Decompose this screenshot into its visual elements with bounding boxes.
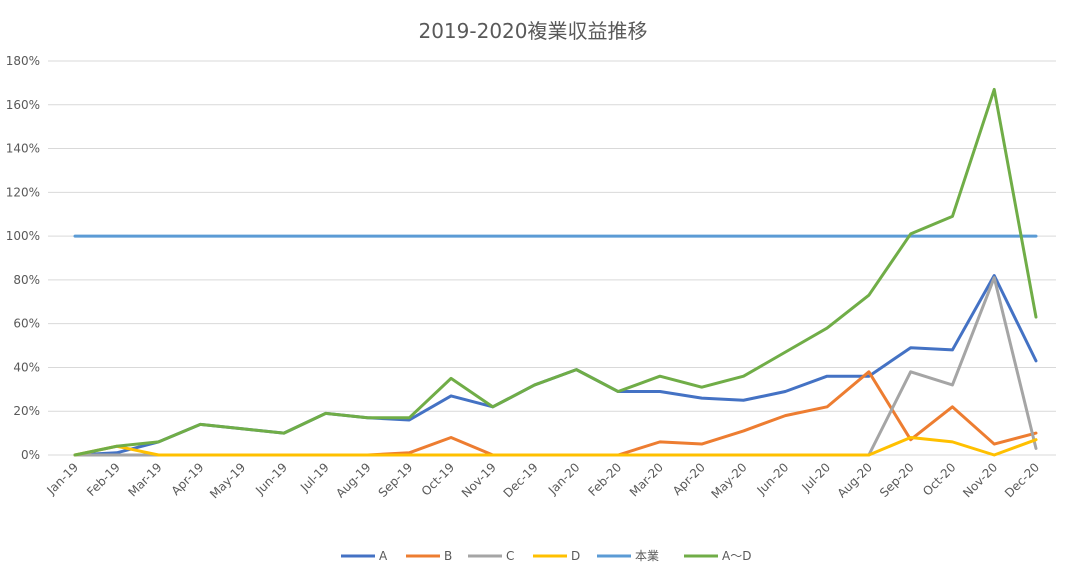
legend-label: A [379, 549, 388, 563]
y-tick-label: 0% [21, 448, 40, 462]
legend-label: 本業 [635, 549, 659, 563]
y-tick-label: 40% [13, 360, 40, 374]
x-tick-label: Apr-19 [169, 460, 207, 498]
y-tick-label: 100% [6, 229, 40, 243]
series-line-4 [73, 435, 1038, 457]
y-tick-label: 180% [6, 54, 40, 68]
y-tick-label: 160% [6, 98, 40, 112]
x-tick-label: Oct-20 [920, 460, 958, 498]
x-tick-label: Aug-20 [835, 460, 875, 500]
chart-title: 2019-2020複業収益推移 [418, 19, 647, 43]
x-tick-label: Aug-19 [333, 460, 373, 500]
x-tick-label: Sep-19 [376, 460, 416, 500]
series-line-6 [73, 87, 1038, 457]
x-tick-label: Feb-19 [84, 460, 123, 499]
x-tick-label: Jan-19 [44, 460, 82, 498]
legend-label: A〜D [722, 549, 751, 563]
x-tick-label: Dec-20 [1002, 460, 1042, 500]
x-tick-label: Jul-19 [297, 460, 332, 495]
legend: A B C D 本業 A〜D [341, 549, 751, 563]
x-tick-label: Feb-20 [586, 460, 625, 499]
x-tick-label: Mar-20 [627, 460, 666, 499]
y-tick-label: 20% [13, 404, 40, 418]
series-line-3 [73, 276, 1038, 457]
x-tick-label: Nov-20 [960, 460, 1000, 500]
x-tick-label: Sep-20 [877, 460, 917, 500]
x-tick-label: May-19 [207, 460, 248, 501]
series-lines [73, 87, 1038, 457]
y-tick-label: 60% [13, 317, 40, 331]
x-tick-label: Jul-20 [799, 460, 834, 495]
x-tick-label: Oct-19 [419, 460, 457, 498]
x-tick-label: Jun-20 [754, 460, 792, 498]
x-axis-ticks: Jan-19 Feb-19 Mar-19 Apr-19 May-19 Jun-19 Jul-… [44, 460, 1043, 501]
x-tick-label: Apr-20 [670, 460, 708, 498]
y-tick-label: 80% [13, 273, 40, 287]
y-tick-label: 120% [6, 185, 40, 199]
legend-label: C [506, 549, 514, 563]
series-line-1 [73, 274, 1038, 457]
x-tick-label: Mar-19 [125, 460, 164, 499]
legend-label: B [444, 549, 452, 563]
x-tick-label: Dec-19 [501, 460, 541, 500]
x-tick-label: May-20 [708, 460, 749, 501]
x-tick-label: Jun-19 [252, 460, 290, 498]
gridlines [48, 60, 1056, 456]
y-tick-label: 140% [6, 142, 40, 156]
x-tick-label: Nov-19 [459, 460, 499, 500]
legend-label: D [571, 549, 580, 563]
y-axis-ticks: 0% 20% 40% 60% 80% 100% 120% 140% 160% 180% [6, 54, 40, 462]
x-tick-label: Jan-20 [545, 460, 583, 498]
series-line-2 [73, 370, 1038, 457]
